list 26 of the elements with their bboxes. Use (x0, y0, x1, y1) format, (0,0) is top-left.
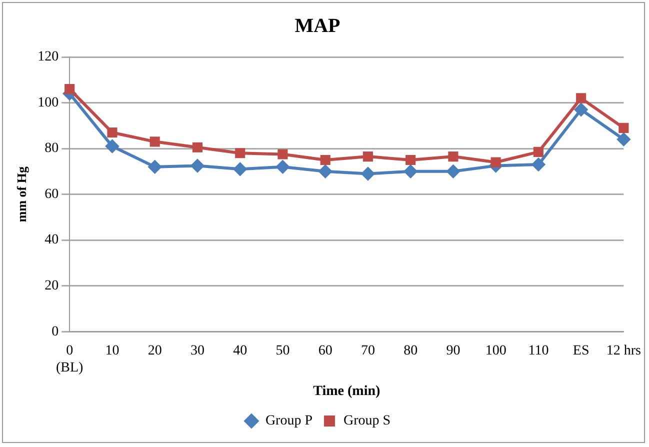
x-tick-label: 90 (446, 344, 460, 359)
x-tick-label: 10 (105, 344, 120, 359)
legend-label: Group S (344, 414, 391, 429)
x-tick-label: 12 hrs (606, 344, 642, 359)
x-axis-title: Time (min) (313, 384, 380, 400)
x-tick-label: 30 (190, 344, 204, 359)
x-tick-label: 70 (360, 344, 375, 359)
x-tick-label: 110 (528, 344, 549, 359)
y-tick-label: 60 (44, 186, 59, 202)
legend-label: Group P (265, 414, 313, 429)
x-tick-label: 80 (404, 344, 418, 359)
y-tick-label: 80 (44, 141, 59, 156)
y-axis-title: mm of Hg (14, 166, 30, 222)
y-tick-label: 40 (44, 232, 59, 248)
y-tick-label: 20 (44, 278, 59, 294)
x-tick-label: ES (572, 344, 590, 359)
x-tick-label: 20 (148, 344, 162, 359)
x-tick-label: 0 (BL) (56, 344, 84, 376)
x-tick-label: 50 (276, 344, 290, 359)
x-tick-label: 40 (233, 344, 248, 359)
y-tick-label: 100 (38, 95, 59, 110)
chart-title: MAP (294, 15, 340, 38)
x-tick-label: 60 (318, 344, 332, 359)
y-tick-label: 0 (52, 324, 59, 340)
x-tick-label: 100 (485, 344, 506, 359)
y-tick-label: 120 (38, 50, 59, 65)
